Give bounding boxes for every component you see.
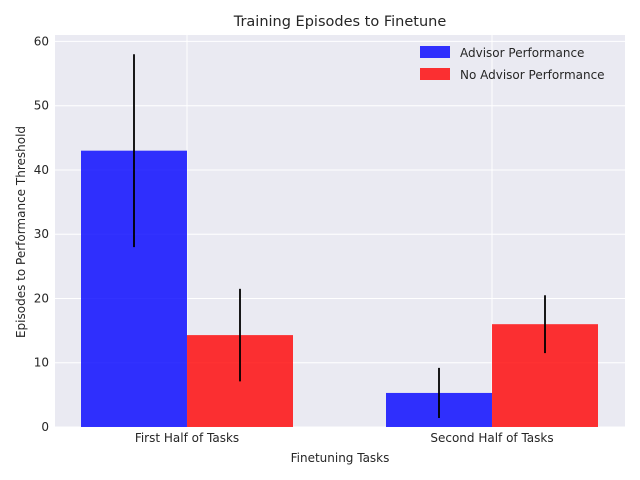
y-axis-label: Episodes to Performance Threshold <box>14 126 28 338</box>
chart-title: Training Episodes to Finetune <box>233 14 447 30</box>
error-bars <box>133 54 546 419</box>
y-tick-label: 30 <box>34 227 49 241</box>
legend-label-advisor: Advisor Performance <box>460 46 584 60</box>
y-tick-label: 20 <box>34 291 49 305</box>
y-tick-label: 60 <box>34 34 49 48</box>
x-axis-ticks: First Half of Tasks Second Half of Tasks <box>135 431 554 445</box>
y-tick-label: 50 <box>34 99 49 113</box>
legend: Advisor Performance No Advisor Performan… <box>420 46 605 82</box>
y-axis-ticks: 0 10 20 30 40 50 60 <box>34 34 49 434</box>
y-tick-label: 0 <box>41 420 49 434</box>
legend-swatch-no-advisor <box>420 68 450 80</box>
legend-swatch-advisor <box>420 46 450 58</box>
x-axis-label: Finetuning Tasks <box>291 451 390 465</box>
x-tick-label: Second Half of Tasks <box>430 431 553 445</box>
x-tick-label: First Half of Tasks <box>135 431 239 445</box>
y-tick-label: 40 <box>34 163 49 177</box>
y-tick-label: 10 <box>34 356 49 370</box>
legend-label-no-advisor: No Advisor Performance <box>460 68 605 82</box>
